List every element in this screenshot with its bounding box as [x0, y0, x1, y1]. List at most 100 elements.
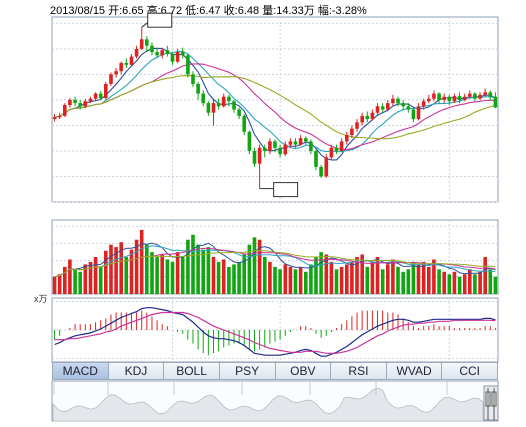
candle: [314, 149, 318, 171]
candle-body: [227, 96, 231, 102]
volume-bar: [73, 269, 77, 294]
candle: [160, 47, 164, 59]
candle: [206, 101, 211, 116]
candle-body: [416, 106, 421, 120]
candle-body: [129, 56, 134, 65]
volume-bar: [452, 271, 457, 294]
candle-body: [160, 50, 164, 56]
volume-bar: [170, 261, 175, 294]
candle-body: [442, 96, 446, 100]
volume-bar: [375, 257, 380, 294]
volume-bar: [273, 266, 277, 294]
candle: [324, 154, 329, 178]
volume-bar: [242, 254, 246, 294]
volume-bar: [57, 274, 62, 294]
candle: [283, 141, 288, 157]
candle-body: [257, 147, 262, 164]
tab-cci[interactable]: CCI: [442, 362, 498, 380]
candle-body: [314, 151, 318, 167]
candle: [309, 139, 313, 155]
candle: [216, 98, 221, 110]
candle-body: [350, 128, 354, 135]
candle-body: [401, 103, 405, 107]
candle: [242, 113, 246, 136]
candle: [401, 99, 405, 110]
candle: [129, 54, 134, 67]
volume-bar: [180, 257, 185, 294]
dif-line: [54, 307, 496, 357]
volume-bar: [345, 264, 349, 294]
candle-body: [232, 101, 236, 110]
tab-macd[interactable]: MACD: [52, 362, 109, 380]
indicator-tabs: MACD KDJ BOLL PSY OBV RSI WVAD CCI: [52, 362, 498, 380]
tab-psy[interactable]: PSY: [219, 362, 276, 380]
candle: [263, 144, 267, 158]
volume-bar: [355, 257, 359, 294]
candle: [170, 52, 175, 65]
candle: [319, 165, 323, 178]
candle-body: [406, 106, 411, 110]
volume-bar: [447, 274, 452, 294]
timeline-overview-area: [52, 387, 484, 422]
tab-obv[interactable]: OBV: [275, 362, 332, 380]
tab-wvad[interactable]: WVAD: [386, 362, 443, 380]
price-ma30-line: [54, 75, 496, 140]
price-panel-frame: [51, 16, 499, 203]
candle: [139, 27, 144, 51]
price-candles: [52, 27, 498, 189]
candle: [462, 93, 467, 102]
timeline-range-handle[interactable]: [483, 385, 499, 421]
macd-lines: [54, 307, 496, 357]
tab-rsi[interactable]: RSI: [331, 362, 387, 380]
volume-unit: x万: [34, 294, 48, 304]
candle: [304, 136, 308, 145]
candle: [114, 68, 118, 78]
candle: [452, 93, 457, 104]
candle: [473, 92, 477, 102]
candle-body: [493, 96, 498, 108]
tab-kdj[interactable]: KDJ: [108, 362, 165, 380]
candle-body: [386, 103, 390, 110]
volume-bars: [52, 229, 498, 294]
candle: [124, 58, 129, 69]
volume-bar: [175, 252, 180, 294]
candle: [421, 98, 426, 110]
candle: [468, 90, 472, 99]
volume-bar: [186, 239, 190, 294]
candle: [247, 130, 252, 155]
candle-body: [462, 96, 467, 100]
candle-body: [365, 115, 370, 120]
volume-bar: [309, 264, 313, 294]
candle: [180, 47, 185, 59]
volume-bar: [201, 249, 205, 294]
volume-bar: [104, 250, 108, 294]
price-annotations: [141, 12, 299, 198]
candle: [232, 99, 236, 113]
candle: [109, 72, 113, 86]
volume-bar: [324, 254, 329, 294]
candle-body: [293, 141, 298, 145]
candle: [98, 91, 103, 100]
volume-bar: [462, 274, 467, 294]
candle: [350, 125, 354, 139]
volume-bar: [432, 259, 436, 294]
tab-boll[interactable]: BOLL: [164, 362, 220, 380]
volume-bar: [319, 252, 323, 294]
volume-bar: [52, 276, 57, 294]
candle-body: [263, 147, 267, 151]
candle: [334, 144, 339, 155]
candle: [293, 138, 298, 148]
volume-bar: [473, 274, 477, 294]
candle-body: [247, 131, 252, 151]
candle-body: [345, 135, 349, 142]
volume-bar: [386, 264, 390, 294]
candle-body: [324, 157, 329, 177]
volume-bar: [109, 244, 113, 294]
volume-bar: [329, 261, 334, 294]
candle: [63, 103, 67, 118]
candle-body: [288, 141, 293, 145]
candle-body: [488, 92, 493, 97]
candle-body: [309, 141, 313, 151]
